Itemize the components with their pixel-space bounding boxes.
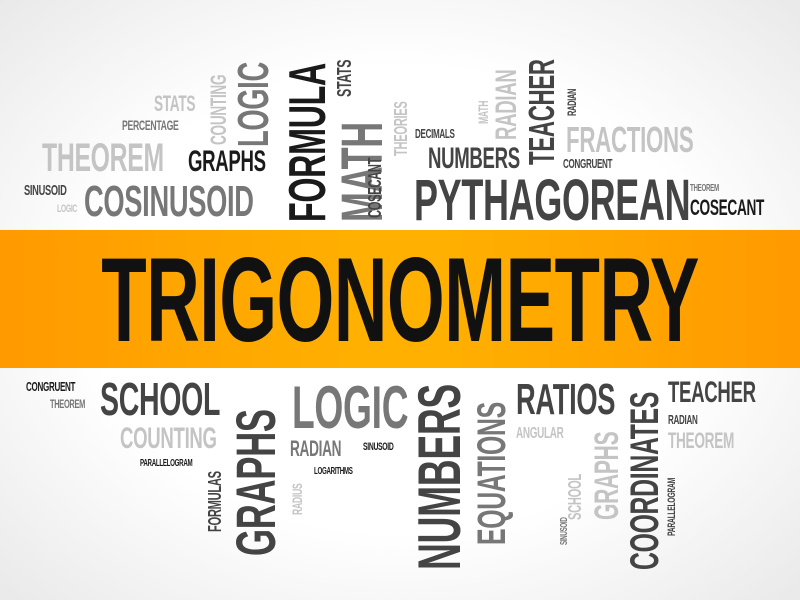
cloud-word-radian: RADIAN [565,88,579,116]
cloud-word-ratios: RATIOS [516,375,616,424]
cloud-word-theorem: THEOREM [42,136,164,180]
cloud-word-logic: LOGIC [57,203,78,215]
cloud-word-graphs: GRAPHS [224,409,287,556]
cloud-word-sinusoid: SINUSOID [559,517,570,545]
cloud-word-sinusoid: SINUSOID [363,441,394,453]
cloud-word-stats: STATS [334,59,356,97]
cloud-word-radius: RADIUS [289,483,305,515]
cloud-word-numbers: NUMBERS [428,142,520,175]
cloud-word-school: SCHOOL [565,474,585,520]
cloud-word-logic: LOGIC [292,374,409,441]
cloud-word-numbers: NUMBERS [406,384,473,570]
cloud-word-pythagorean: PYTHAGOREAN [414,168,691,233]
cloud-word-math: MATH [475,100,491,124]
cloud-word-decimals: DECIMALS [415,126,455,141]
cloud-word-counting: COUNTING [206,74,231,145]
cloud-word-counting: COUNTING [120,422,217,455]
cloud-word-cosinusoid: COSINUSOID [84,177,254,226]
cloud-word-school: SCHOOL [100,373,221,425]
cloud-word-equations: EQUATIONS [470,402,514,545]
cloud-word-theorem: THEOREM [668,428,735,453]
cloud-word-cosecant: COSECANT [365,157,385,218]
cloud-word-sinusoid: SINUSOID [24,182,67,199]
cloud-word-theorem: THEOREM [690,183,719,194]
cloud-word-congruent: CONGRUENT [563,156,613,171]
cloud-word-radian: RADIAN [490,69,523,140]
cloud-word-parallelogram: PARALLELOGRAM [666,478,678,536]
cloud-word-graphs: GRAPHS [188,145,266,178]
cloud-word-coordinates: COORDINATES [623,391,667,570]
cloud-word-angular: ANGULAR [516,425,564,442]
cloud-word-congruent: CONGRUENT [26,379,76,394]
cloud-word-teacher: TEACHER [521,59,562,165]
page-title: TRIGONOMETRY [101,233,699,367]
title-banner [0,230,800,368]
cloud-word-graphs: GRAPHS [588,431,626,520]
cloud-word-parallelogram: PARALLELOGRAM [140,458,193,469]
cloud-word-cosecant: COSECANT [690,195,765,220]
cloud-word-logarithms: LOGARITHMS [314,466,353,477]
cloud-word-formula: FORMULA [279,62,337,223]
cloud-word-radian: RADIAN [290,436,342,461]
cloud-word-radian: RADIAN [668,412,698,427]
cloud-word-theories: THEORIES [391,101,411,156]
cloud-word-formulas: FORMULAS [205,471,225,532]
cloud-word-percentage: PERCENTAGE [122,117,179,133]
cloud-word-logic: LOGIC [229,62,278,147]
cloud-word-stats: STATS [154,91,196,116]
cloud-word-theorem: THEOREM [50,397,86,411]
cloud-word-teacher: TEACHER [668,376,756,409]
cloud-word-fractions: FRACTIONS [566,119,694,160]
